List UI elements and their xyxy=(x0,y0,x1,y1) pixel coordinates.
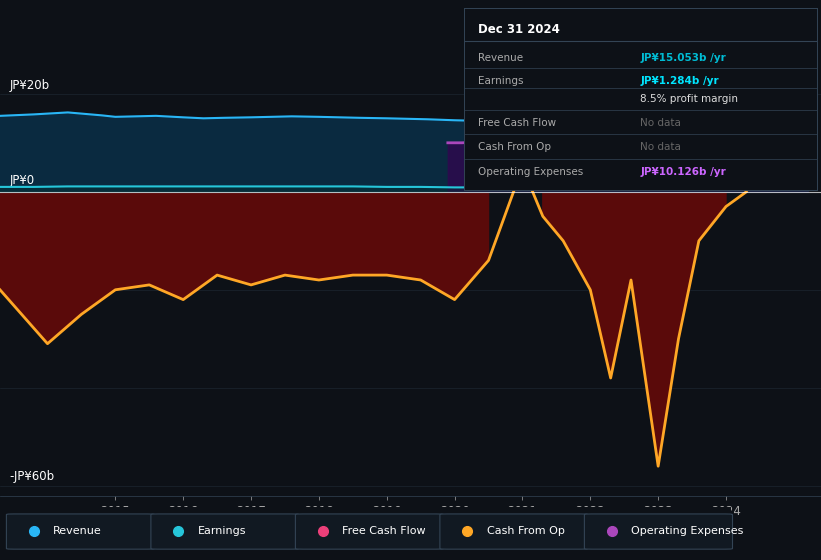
Text: Earnings: Earnings xyxy=(198,526,246,535)
Text: Earnings: Earnings xyxy=(478,76,524,86)
Text: JP¥20b: JP¥20b xyxy=(10,80,50,92)
Text: No data: No data xyxy=(640,118,681,128)
Text: Revenue: Revenue xyxy=(478,53,523,63)
FancyBboxPatch shape xyxy=(440,514,588,549)
Text: Operating Expenses: Operating Expenses xyxy=(478,167,583,177)
Text: 8.5% profit margin: 8.5% profit margin xyxy=(640,95,738,104)
FancyBboxPatch shape xyxy=(7,514,154,549)
Text: Operating Expenses: Operating Expenses xyxy=(631,526,744,535)
FancyBboxPatch shape xyxy=(296,514,443,549)
Text: Free Cash Flow: Free Cash Flow xyxy=(342,526,426,535)
Text: JP¥15.053b /yr: JP¥15.053b /yr xyxy=(640,53,726,63)
FancyBboxPatch shape xyxy=(585,514,732,549)
Text: No data: No data xyxy=(640,142,681,152)
Text: Cash From Op: Cash From Op xyxy=(478,142,551,152)
Text: Revenue: Revenue xyxy=(53,526,102,535)
Text: JP¥0: JP¥0 xyxy=(10,175,35,188)
Text: -JP¥60b: -JP¥60b xyxy=(10,470,55,483)
FancyBboxPatch shape xyxy=(151,514,299,549)
Text: JP¥10.126b /yr: JP¥10.126b /yr xyxy=(640,167,726,177)
Text: Cash From Op: Cash From Op xyxy=(487,526,565,535)
Text: Free Cash Flow: Free Cash Flow xyxy=(478,118,556,128)
Text: JP¥1.284b /yr: JP¥1.284b /yr xyxy=(640,76,719,86)
Text: Dec 31 2024: Dec 31 2024 xyxy=(478,23,560,36)
